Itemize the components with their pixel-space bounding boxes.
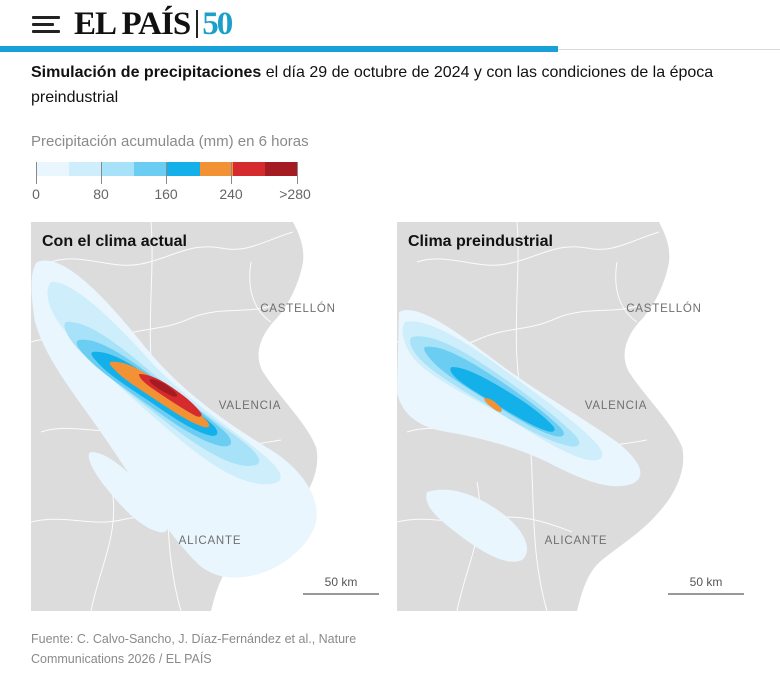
map-graphic xyxy=(31,222,381,611)
legend-swatch xyxy=(199,162,233,176)
legend-label: >280 xyxy=(279,186,311,202)
city-label-valencia: VALENCIA xyxy=(218,400,282,412)
city-label-castellon: CASTELLÓN xyxy=(626,303,702,315)
precip-layers xyxy=(31,260,317,578)
map-title: Con el clima actual xyxy=(42,233,187,250)
city-label-castellon: CASTELLÓN xyxy=(260,303,336,315)
scale-bar xyxy=(668,593,744,595)
legend-label: 160 xyxy=(154,186,178,202)
legend-swatch xyxy=(167,162,200,176)
sea-area xyxy=(211,222,381,611)
site-header: EL PAÍS 50 xyxy=(0,0,780,52)
legend-ticks xyxy=(36,162,298,184)
site-logo[interactable]: EL PAÍS 50 xyxy=(74,5,233,42)
legend-label: 240 xyxy=(219,186,243,202)
sea-area xyxy=(577,222,746,611)
logo-separator xyxy=(196,10,199,38)
scale-bar xyxy=(303,593,379,595)
map-graphic xyxy=(397,222,746,611)
legend-label: 80 xyxy=(93,186,109,202)
map-scale: 50 km xyxy=(668,575,744,595)
legend-swatch xyxy=(36,162,69,176)
header-accent-bar xyxy=(0,46,558,52)
graphic-title-rest: el día 29 de octubre de 2024 y con las c… xyxy=(31,64,714,106)
graphic-title: Simulación de precipitaciones el día 29 … xyxy=(31,60,761,110)
legend-swatch xyxy=(265,162,298,176)
city-label-alicante: ALICANTE xyxy=(178,535,242,547)
map-scale: 50 km xyxy=(303,575,379,595)
legend-label: 0 xyxy=(32,186,40,202)
legend-swatch xyxy=(68,162,102,176)
legend-color-scale xyxy=(36,162,298,176)
source-credit: Fuente: C. Calvo-Sancho, J. Díaz-Fernánd… xyxy=(31,629,356,669)
city-label-alicante: ALICANTE xyxy=(544,535,608,547)
precip-layers xyxy=(397,310,641,562)
map-current-climate: Con el clima actual CASTELLÓN VALENCIA A… xyxy=(31,222,381,611)
map-preindustrial-climate: Clima preindustrial CASTELLÓN VALENCIA A… xyxy=(397,222,746,611)
logo-text: EL PAÍS xyxy=(74,5,191,42)
legend-swatch xyxy=(232,162,266,176)
city-label-valencia: VALENCIA xyxy=(584,400,648,412)
header-divider xyxy=(558,49,780,50)
scale-label: 50 km xyxy=(324,575,358,589)
legend-swatch xyxy=(134,162,167,176)
legend-labels: 0 80 160 240 >280 xyxy=(0,186,400,206)
source-line: Communications 2026 / EL PAÍS xyxy=(31,652,212,666)
legend-title: Precipitación acumulada (mm) en 6 horas xyxy=(31,133,309,150)
legend-swatch xyxy=(101,162,135,176)
graphic-title-bold: Simulación de precipitaciones xyxy=(31,64,262,81)
scale-label: 50 km xyxy=(689,575,723,589)
hamburger-menu-icon[interactable] xyxy=(32,14,60,34)
source-line: Fuente: C. Calvo-Sancho, J. Díaz-Fernánd… xyxy=(31,632,357,646)
logo-anniversary-badge: 50 xyxy=(202,5,233,42)
map-title: Clima preindustrial xyxy=(408,233,553,250)
